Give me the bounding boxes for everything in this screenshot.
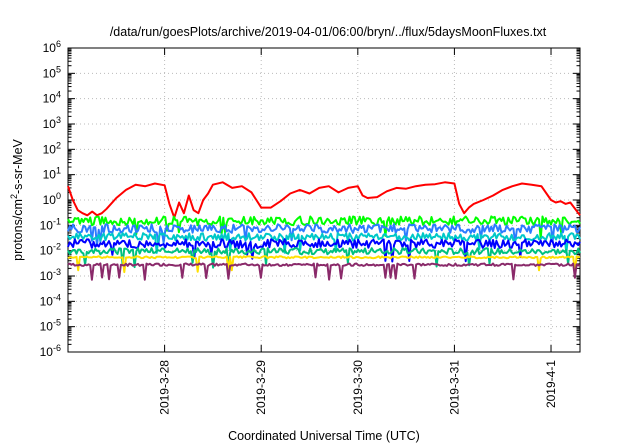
series-line-7 <box>67 255 581 274</box>
series-line-8 <box>67 262 581 281</box>
y-tick-label: 100 <box>43 191 61 207</box>
y-tick-exponent: 0 <box>56 191 61 201</box>
x-tick-label: 2019-3-30 <box>351 360 365 415</box>
y-tick-label: 10-3 <box>40 267 61 283</box>
y-tick-label: 106 <box>43 39 61 55</box>
grid <box>68 48 580 352</box>
y-tick-label: 105 <box>43 64 61 80</box>
y-tick-base: 10 <box>43 92 57 106</box>
y-tick-exponent: 3 <box>56 115 61 125</box>
y-tick-labels: 10610510410310210110010-110-210-310-410-… <box>40 39 61 359</box>
y-tick-label: 103 <box>43 115 61 131</box>
y-tick-base: 10 <box>40 269 54 283</box>
x-tick-label: 2019-3-29 <box>254 360 268 415</box>
x-tick-label: 2019-3-31 <box>447 360 461 415</box>
x-tick-label: 2019-3-28 <box>158 360 172 415</box>
y-tick-base: 10 <box>40 345 54 359</box>
chart-title: /data/run/goesPlots/archive/2019-04-01/0… <box>110 25 547 39</box>
y-tick-exponent: -2 <box>53 242 61 252</box>
y-tick-exponent: -1 <box>53 216 61 226</box>
y-tick-label: 101 <box>43 166 61 182</box>
y-tick-exponent: 2 <box>56 140 61 150</box>
y-tick-base: 10 <box>40 320 54 334</box>
y-tick-base: 10 <box>40 294 54 308</box>
y-tick-base: 10 <box>43 117 57 131</box>
y-tick-exponent: -4 <box>53 292 61 302</box>
y-tick-label: 104 <box>43 90 61 106</box>
y-tick-exponent: -3 <box>53 267 61 277</box>
y-tick-base: 10 <box>43 168 57 182</box>
y-tick-label: 10-6 <box>40 343 61 359</box>
series-line-3 <box>67 223 581 247</box>
series-line-6 <box>67 247 581 269</box>
y-tick-exponent: 1 <box>56 166 61 176</box>
y-axis-label: protons/cm2-s-sr-MeV <box>9 138 25 260</box>
y-tick-exponent: -6 <box>53 343 61 353</box>
y-tick-base: 10 <box>43 66 57 80</box>
series-line-1 <box>67 181 581 219</box>
y-tick-base: 10 <box>40 218 54 232</box>
series-group <box>67 181 581 281</box>
series-line-2 <box>67 215 581 240</box>
y-tick-exponent: 4 <box>56 90 61 100</box>
y-tick-exponent: 6 <box>56 39 61 49</box>
y-tick-label: 10-4 <box>40 292 61 308</box>
y-tick-exponent: 5 <box>56 64 61 74</box>
y-tick-base: 10 <box>43 41 57 55</box>
y-tick-label: 10-1 <box>40 216 61 232</box>
y-tick-base: 10 <box>40 244 54 258</box>
y-tick-exponent: -5 <box>53 318 61 328</box>
series-line-5 <box>67 238 581 263</box>
y-tick-label: 10-2 <box>40 242 61 258</box>
x-axis-label: Coordinated Universal Time (UTC) <box>228 429 420 443</box>
x-tick-labels: 2019-3-28 2019-3-29 2019-3-30 2019-3-31 2019… <box>158 360 558 415</box>
series-line-4 <box>67 232 581 255</box>
y-tick-base: 10 <box>43 193 57 207</box>
y-tick-label: 10-5 <box>40 318 61 334</box>
y-tick-label: 102 <box>43 140 61 156</box>
y-tick-base: 10 <box>43 142 57 156</box>
x-tick-label: 2019-4-1 <box>544 360 558 408</box>
